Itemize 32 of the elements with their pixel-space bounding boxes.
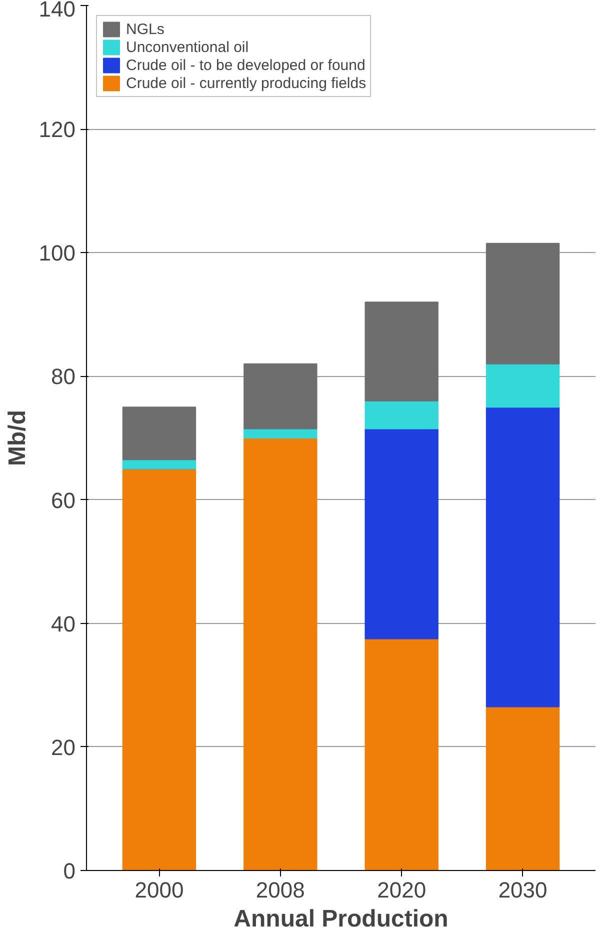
legend-label: NGLs xyxy=(126,20,164,38)
y-tick-label: 80 xyxy=(51,364,76,390)
y-tick-label: 140 xyxy=(38,0,76,22)
y-tick-label: 0 xyxy=(63,858,76,884)
x-tick-label: 2020 xyxy=(377,878,426,902)
bar xyxy=(244,363,318,430)
bar xyxy=(486,406,560,708)
y-tick-label: 40 xyxy=(51,611,76,636)
y-axis-title: Mb/d xyxy=(4,410,31,466)
bar xyxy=(364,428,438,640)
bar xyxy=(122,406,196,460)
bar xyxy=(244,428,318,438)
bar xyxy=(364,302,438,402)
legend-label: Crude oil - to be developed or found xyxy=(126,56,366,74)
x-tick-label: 2030 xyxy=(498,878,548,902)
bar xyxy=(364,400,438,430)
x-tick-label: 2008 xyxy=(256,878,305,902)
y-tick-label: 20 xyxy=(51,734,76,760)
legend-label: Unconventional oil xyxy=(126,38,249,56)
x-tick-label: 2000 xyxy=(134,878,184,902)
legend-label: Crude oil - currently producing fields xyxy=(126,74,366,92)
x-axis-title: Annual Production xyxy=(234,906,448,932)
bar xyxy=(486,363,560,408)
bar xyxy=(122,459,196,470)
y-tick-label: 100 xyxy=(38,240,76,266)
bar xyxy=(364,638,438,870)
bar xyxy=(486,242,560,364)
bar xyxy=(122,468,196,870)
bar xyxy=(244,438,318,870)
bar xyxy=(486,706,560,870)
y-tick-label: 60 xyxy=(51,488,76,513)
y-tick-label: 120 xyxy=(38,117,76,142)
